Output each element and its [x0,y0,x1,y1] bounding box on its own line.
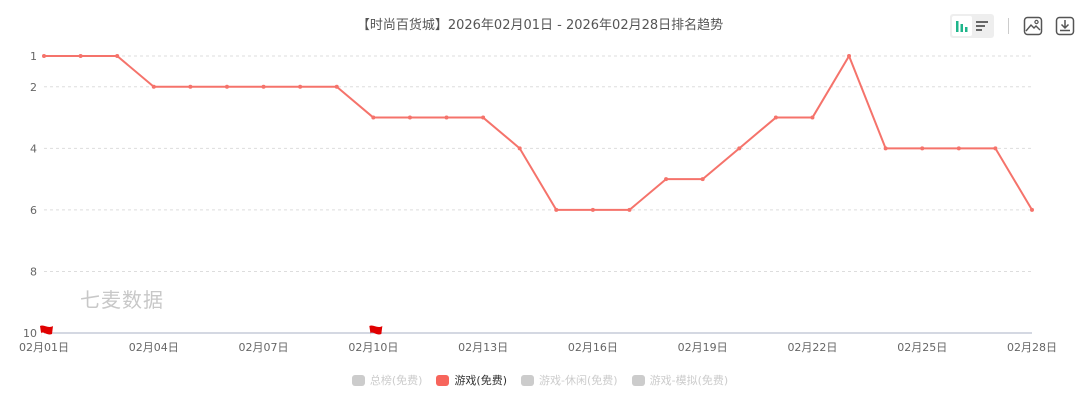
legend-item[interactable]: 游戏-模拟(免费) [631,372,729,388]
download-icon [1055,16,1075,36]
legend-label: 游戏-模拟(免费) [649,374,729,387]
data-point [188,84,193,89]
legend-swatch [521,374,535,386]
list-icon [976,21,988,31]
data-point [444,115,449,120]
download-button[interactable] [1055,16,1075,36]
data-point [664,177,669,182]
data-point [883,146,888,151]
x-tick-label: 02月07日 [239,341,289,354]
flag-marker [369,325,383,339]
data-point [810,115,815,120]
data-point [773,115,778,120]
flag-icon [40,325,53,339]
data-point [993,146,998,151]
legend-label: 游戏-休闲(免费) [539,374,618,387]
legend-label: 游戏(免费) [454,374,508,387]
x-tick-label: 02月28日 [1007,341,1057,354]
flag-icon [369,325,383,339]
data-point [298,84,303,89]
y-tick-label: 10 [23,327,37,340]
data-point [78,54,83,58]
data-point [554,207,559,212]
bar-chart-button[interactable] [952,16,972,36]
legend-swatch [631,374,645,386]
data-point [700,177,705,182]
x-tick-label: 02月04日 [129,341,179,354]
y-tick-label: 2 [30,81,37,94]
data-point [261,84,266,89]
divider [1008,18,1009,34]
series-line [44,55,1033,211]
list-button[interactable] [972,16,992,36]
data-point [847,54,852,58]
y-tick-label: 8 [30,265,37,278]
chart-toolbar [950,14,1075,38]
data-point [920,146,925,151]
data-point [956,146,961,151]
legend-item[interactable]: 游戏(免费) [436,372,507,388]
view-toggle [950,14,994,38]
data-point [737,146,742,151]
data-point [590,207,595,212]
data-point [371,115,376,120]
y-tick-label: 4 [30,142,37,155]
chart-title: 【时尚百货城】2026年02月01日 - 2026年02月28日排名趋势 [356,18,724,33]
legend-swatch [436,374,450,386]
data-point [334,84,339,89]
data-point [627,207,632,212]
legend-item[interactable]: 总榜(免费) [351,372,423,388]
data-point [115,54,120,58]
y-tick-label: 6 [30,204,37,217]
watermark-logo: 七麦数据 [80,288,164,312]
x-tick-label: 02月01日 [19,341,69,354]
flag-marker [40,325,53,339]
data-point [517,146,522,151]
x-tick-label: 02月10日 [348,341,398,354]
data-point [481,115,486,120]
legend-item[interactable]: 游戏-休闲(免费) [521,372,618,388]
x-tick-label: 02月13日 [458,341,508,354]
data-point [407,115,412,120]
x-tick-label: 02月25日 [897,341,947,354]
data-point [42,54,46,58]
x-tick-label: 02月19日 [678,341,728,354]
legend-swatch [351,374,365,386]
y-tick-label: 1 [30,50,37,63]
save-image-button[interactable] [1023,16,1043,36]
data-point [1030,207,1034,212]
data-point [151,84,156,89]
image-icon [1023,16,1043,36]
bar-chart-icon [956,21,968,32]
data-point [224,84,229,89]
legend-label: 总榜(免费) [369,374,423,387]
x-tick-label: 02月16日 [568,341,618,354]
legend: 总榜(免费) 游戏(免费) 游戏-休闲(免费) 游戏-模拟(免费) [0,372,1080,388]
x-tick-label: 02月22日 [787,341,837,354]
